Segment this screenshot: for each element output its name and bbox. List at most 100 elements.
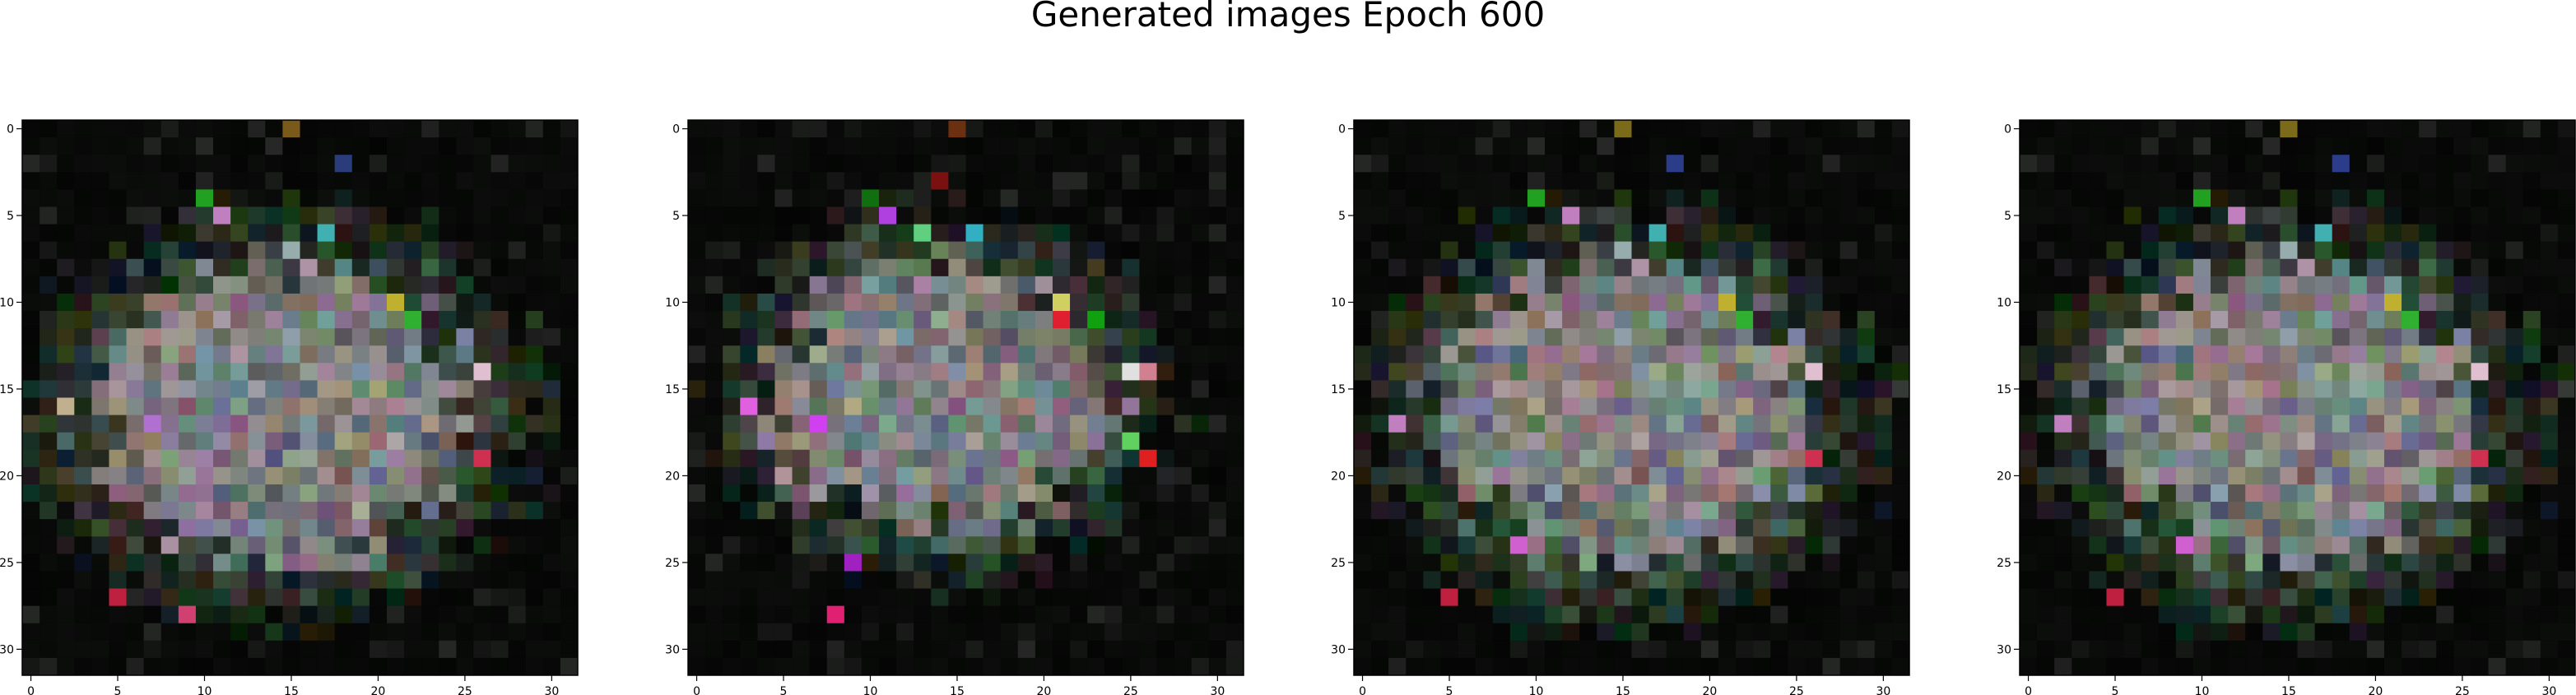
image-pixel bbox=[1805, 502, 1823, 520]
image-pixel bbox=[1562, 137, 1580, 155]
image-pixel bbox=[1000, 554, 1019, 572]
image-pixel bbox=[1805, 449, 1823, 468]
image-pixel bbox=[1052, 276, 1071, 294]
image-pixel bbox=[1475, 536, 1494, 554]
image-pixel bbox=[126, 328, 145, 346]
image-pixel bbox=[491, 502, 509, 520]
image-pixel bbox=[1614, 536, 1632, 554]
image-pixel bbox=[1440, 484, 1458, 503]
image-pixel bbox=[1683, 258, 1702, 277]
image-pixel bbox=[2419, 172, 2437, 190]
image-pixel bbox=[948, 224, 966, 243]
image-pixel bbox=[2366, 397, 2385, 415]
image-pixel bbox=[2349, 640, 2368, 659]
image-pixel bbox=[109, 189, 127, 207]
image-pixel bbox=[1874, 328, 1893, 346]
image-pixel bbox=[57, 241, 75, 260]
image-pixel bbox=[965, 571, 983, 589]
image-pixel bbox=[1770, 172, 1788, 190]
image-pixel bbox=[1509, 172, 1528, 190]
image-pixel bbox=[792, 657, 811, 676]
image-pixel bbox=[248, 536, 266, 554]
image-pixel bbox=[844, 449, 863, 468]
image-pixel bbox=[334, 588, 353, 607]
image-pixel bbox=[1225, 189, 1244, 207]
image-pixel bbox=[456, 397, 474, 415]
image-pixel bbox=[1104, 502, 1123, 520]
image-pixel bbox=[74, 623, 92, 642]
image-pixel bbox=[914, 397, 932, 415]
image-pixel bbox=[931, 258, 949, 277]
image-pixel bbox=[2453, 206, 2471, 225]
image-pixel bbox=[1070, 380, 1088, 398]
image-pixel bbox=[508, 449, 527, 468]
image-pixel bbox=[2383, 588, 2402, 607]
image-pixel bbox=[2540, 605, 2559, 624]
image-pixel bbox=[491, 311, 509, 329]
image-pixel bbox=[2037, 328, 2055, 346]
image-pixel bbox=[688, 328, 706, 346]
image-pixel bbox=[1683, 588, 1702, 607]
image-pixel bbox=[1891, 502, 1910, 520]
image-pixel bbox=[2471, 258, 2489, 277]
image-pixel bbox=[1736, 623, 1754, 642]
image-pixel bbox=[983, 484, 1002, 503]
image-pixel bbox=[896, 657, 914, 676]
image-pixel bbox=[2037, 206, 2055, 225]
image-pixel bbox=[2280, 363, 2298, 381]
image-pixel bbox=[542, 189, 561, 207]
image-pixel bbox=[525, 276, 544, 294]
image-pixel bbox=[1371, 605, 1389, 624]
image-pixel bbox=[1839, 484, 1858, 503]
image-pixel bbox=[1104, 432, 1123, 451]
image-pixel bbox=[2037, 466, 2055, 485]
image-pixel bbox=[57, 415, 75, 433]
image-pixel bbox=[1208, 241, 1227, 260]
image-pixel bbox=[2211, 519, 2229, 537]
image-pixel bbox=[1225, 640, 1244, 659]
image-pixel bbox=[1017, 432, 1036, 451]
image-pixel bbox=[2089, 554, 2107, 572]
image-pixel bbox=[2523, 258, 2541, 277]
image-pixel bbox=[2557, 536, 2576, 554]
image-pixel bbox=[2297, 605, 2315, 624]
image-pixel bbox=[2106, 328, 2124, 346]
image-pixel bbox=[1891, 137, 1910, 155]
image-pixel bbox=[1000, 640, 1019, 659]
image-pixel bbox=[2211, 206, 2229, 225]
figure-title: Generated images Epoch 600 bbox=[1030, 0, 1546, 35]
image-pixel bbox=[2557, 502, 2576, 520]
image-pixel bbox=[948, 293, 966, 312]
image-pixel bbox=[1406, 623, 1424, 642]
image-pixel bbox=[1156, 588, 1175, 607]
image-pixel bbox=[1666, 172, 1685, 190]
image-pixel bbox=[965, 484, 983, 503]
image-pixel bbox=[1683, 605, 1702, 624]
image-pixel bbox=[542, 640, 561, 659]
image-pixel bbox=[386, 640, 405, 659]
image-pixel bbox=[1156, 502, 1175, 520]
image-pixel bbox=[1191, 241, 1210, 260]
image-pixel bbox=[2471, 155, 2489, 173]
image-pixel bbox=[2505, 657, 2524, 676]
image-pixel bbox=[2211, 588, 2229, 607]
image-pixel bbox=[965, 293, 983, 312]
image-pixel bbox=[757, 206, 775, 225]
image-pixel bbox=[2436, 189, 2454, 207]
image-pixel bbox=[22, 258, 40, 277]
image-pixel bbox=[1087, 380, 1105, 398]
image-pixel bbox=[1423, 276, 1441, 294]
image-pixel bbox=[282, 206, 300, 225]
image-pixel bbox=[2505, 502, 2524, 520]
image-pixel bbox=[491, 172, 509, 190]
image-pixel bbox=[2175, 519, 2194, 537]
image-pixel bbox=[2402, 293, 2420, 312]
image-pixel bbox=[525, 380, 544, 398]
image-pixel bbox=[1225, 397, 1244, 415]
image-pixel bbox=[1035, 224, 1053, 243]
image-pixel bbox=[1874, 554, 1893, 572]
image-pixel bbox=[195, 588, 214, 607]
image-pixel bbox=[2314, 588, 2333, 607]
image-pixel bbox=[1579, 397, 1597, 415]
